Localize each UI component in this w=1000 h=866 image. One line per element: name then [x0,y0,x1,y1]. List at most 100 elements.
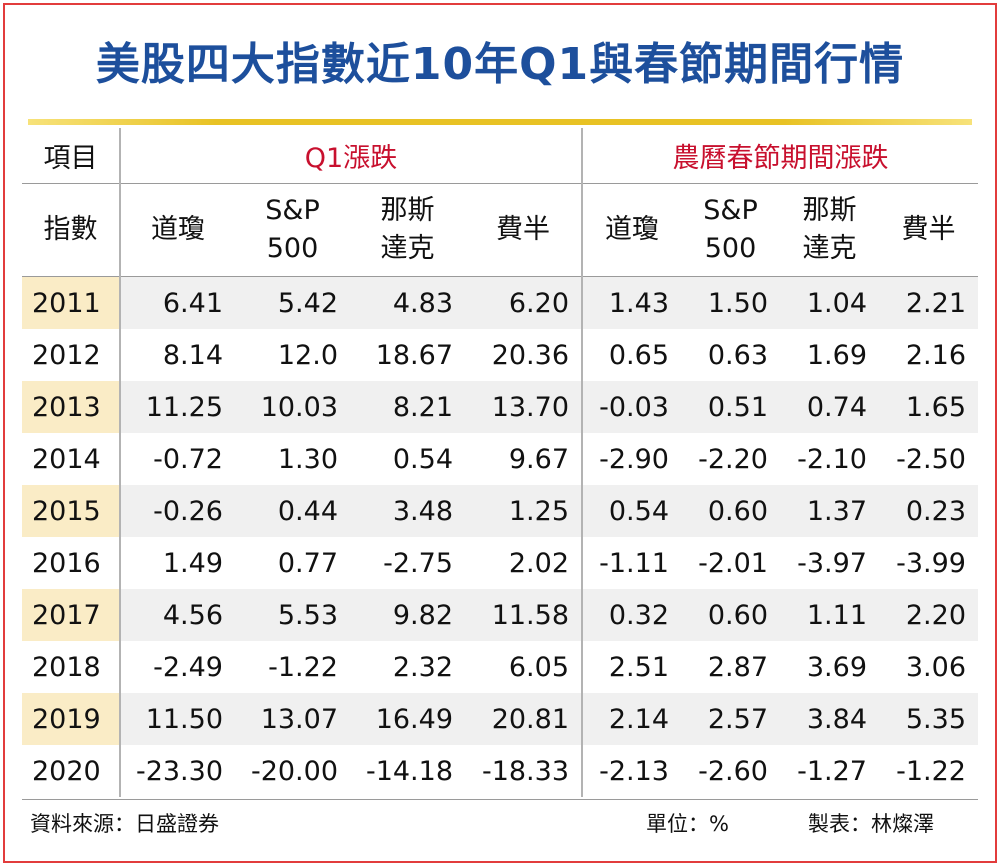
value-cell: -2.13 [599,755,669,787]
column-header: 那斯 達克 [780,183,879,277]
column-header: 道瓊 [582,183,681,277]
value-cell: 11.25 [120,381,235,433]
value-cell: -3.97 [797,547,867,579]
value-cell: -2.49 [153,651,223,683]
value-cell: -2.75 [383,547,453,579]
value-cell: -0.26 [120,485,235,537]
value-cell: -0.03 [582,381,681,433]
table-row: 2014 -0.72 1.30 0.54 9.67 -2.90 -2.20 -2.10 -2.5… [22,433,978,485]
value-cell: 11.50 [120,693,235,745]
value-cell: 2.32 [392,651,453,683]
value-cell: 0.32 [582,589,681,641]
column-header-line1: 費半 [496,214,550,245]
year-cell: 2013 [22,381,121,433]
item-label: 項目 [22,128,121,184]
value-cell: -2.90 [599,443,669,475]
value-cell: -1.22 [268,651,338,683]
value-cell: 3.06 [905,651,966,683]
value-cell: 2.51 [608,651,669,683]
column-header-line1: 道瓊 [605,214,659,245]
value-cell: 4.83 [350,276,465,329]
value-cell: 1.37 [780,485,879,537]
year-cell: 2012 [22,329,121,381]
value-cell: 13.07 [235,693,350,745]
year-cell: 2016 [22,537,121,589]
value-cell: 3.84 [780,693,879,745]
column-header-line2: 達克 [380,233,435,264]
value-cell: 8.21 [350,381,465,433]
table-row: 2011 6.41 5.42 4.83 6.20 1.43 1.50 1.04 2.21 [22,276,978,329]
value-cell: 4.56 [120,589,235,641]
column-header-line1: S&P [265,195,320,226]
value-cell: 6.20 [465,276,583,329]
value-cell: 2.87 [707,651,768,683]
value-cell: 0.23 [879,485,978,537]
table-row: 2019 11.50 13.07 16.49 20.81 2.14 2.57 3.84 5.35 [22,693,978,745]
value-cell: 10.03 [235,381,350,433]
table-row: 2016 1.49 0.77 -2.75 2.02 -1.11 -2.01 -3.97 -3.9… [22,537,978,589]
value-cell: -2.50 [896,443,966,475]
column-header: 費半 [465,183,583,277]
value-cell: 1.11 [780,589,879,641]
group-q1-header: Q1漲跌 [120,128,583,184]
year-cell: 2020 [22,745,121,797]
value-cell: -2.01 [698,547,768,579]
value-cell: 0.60 [681,485,780,537]
value-cell: -0.72 [153,443,223,475]
value-cell: 2.57 [681,693,780,745]
table-row: 2013 11.25 10.03 8.21 13.70 -0.03 0.51 0.74 1.65 [22,381,978,433]
value-cell: 6.41 [120,276,235,329]
value-cell: 20.36 [465,329,583,381]
footer-divider [22,799,978,800]
column-header: 道瓊 [120,183,235,277]
value-cell: 0.74 [780,381,879,433]
value-cell: -18.33 [465,745,583,797]
value-cell: 2.21 [879,276,978,329]
table-row: 2012 8.14 12.0 18.67 20.36 0.65 0.63 1.69 2.16 [22,329,978,381]
value-cell: -2.20 [698,443,768,475]
value-cell: 1.43 [582,276,681,329]
value-cell: -1.22 [896,755,966,787]
year-cell: 2019 [22,693,121,745]
value-cell: 1.49 [162,547,223,579]
value-cell: 2.16 [905,339,966,371]
value-cell: 8.14 [162,339,223,371]
value-cell: 12.0 [277,339,338,371]
header-row-columns: 指數 道瓊 S&P 500 那斯 達克 費半 道瓊 S&P 500 那斯 達克 費半 [22,183,978,277]
value-cell: 2.14 [582,693,681,745]
value-cell: 3.69 [806,651,867,683]
table-row: 2020 -23.30 -20.00 -14.18 -18.33 -2.13 -2.60 -1… [22,745,978,797]
group-cny-header: 農曆春節期間漲跌 [582,128,978,184]
value-cell: 1.50 [681,276,780,329]
year-cell: 2015 [22,485,121,537]
column-header-line2: 500 [704,233,757,264]
index-label: 指數 [22,183,121,277]
table-row: 2015 -0.26 0.44 3.48 1.25 0.54 0.60 1.37 0.23 [22,485,978,537]
value-cell: 18.67 [375,339,453,371]
value-cell: 1.69 [806,339,867,371]
value-cell: -1.27 [797,755,867,787]
value-cell: 0.60 [681,589,780,641]
value-cell: 20.81 [465,693,583,745]
value-cell: 0.54 [582,485,681,537]
year-cell: 2011 [22,276,121,329]
value-cell: 6.05 [465,641,583,693]
column-header-line2: 達克 [802,233,857,264]
value-cell: 0.65 [608,339,669,371]
value-cell: 1.65 [879,381,978,433]
title-underline [28,119,972,125]
value-cell: -20.00 [250,755,338,787]
value-cell: -2.10 [797,443,867,475]
value-cell: 0.77 [277,547,338,579]
value-cell: 1.25 [465,485,583,537]
value-cell: 16.49 [350,693,465,745]
source-note: 資料來源：日盛證券 [30,812,219,836]
value-cell: 5.42 [235,276,350,329]
column-header: S&P 500 [235,183,350,277]
column-header: 那斯 達克 [350,183,465,277]
value-cell: 13.70 [465,381,583,433]
year-cell: 2018 [22,641,121,693]
year-cell: 2014 [22,433,121,485]
table-row: 2018 -2.49 -1.22 2.32 6.05 2.51 2.87 3.69 3.06 [22,641,978,693]
column-header-line1: 那斯 [380,195,435,226]
